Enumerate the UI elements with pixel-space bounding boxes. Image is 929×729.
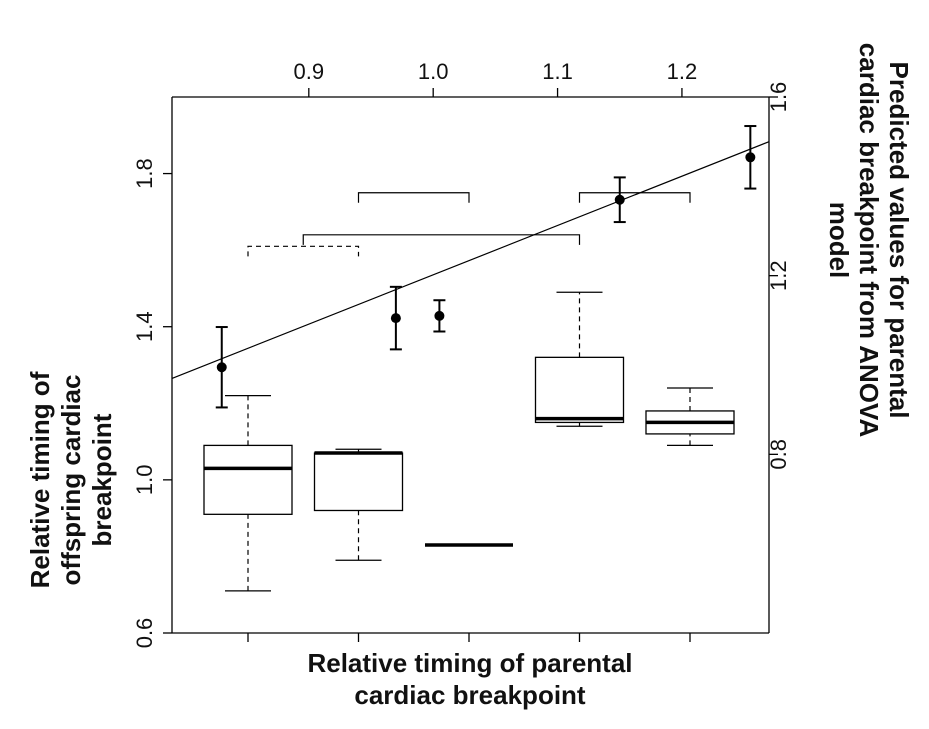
significance-bracket <box>247 245 360 257</box>
left-axis-tick-label: 1.0 <box>132 465 157 496</box>
box-body <box>313 452 404 512</box>
predicted-point-group <box>744 125 757 190</box>
boxplot-group-4 <box>534 291 625 427</box>
significance-bracket <box>578 192 691 203</box>
boxplot-group-5 <box>645 387 735 447</box>
top-axis-tick-label: 1.0 <box>418 59 449 84</box>
predicted-point <box>614 194 625 205</box>
predicted-point <box>745 152 756 163</box>
y-axis-title: Relative timing ofoffspring cardiacbreak… <box>25 371 117 588</box>
left-axis-tick-label: 1.8 <box>132 158 157 189</box>
boxplot-group-2 <box>313 448 404 561</box>
predicted-point <box>390 313 401 324</box>
box-body <box>534 356 625 424</box>
boxplot-layer <box>203 291 735 592</box>
boxplot-group-1 <box>203 394 293 592</box>
box-body <box>203 444 293 515</box>
right-axis-tick-label: 1.6 <box>766 82 791 113</box>
top-axis-tick-label: 1.1 <box>542 59 573 84</box>
regression-line <box>171 141 770 379</box>
predicted-point-group <box>389 285 402 351</box>
significance-bracket <box>357 192 470 203</box>
predicted-point <box>434 310 445 321</box>
right-axis-tick-label: 0.8 <box>766 439 791 470</box>
axes-layer: 0.6 1.0 1.4 1.8 0.9 1.0 1.1 1.2 0.8 1.2 1.6 <box>132 59 791 648</box>
significance-bracket <box>302 234 581 245</box>
left-axis-tick-label: 0.6 <box>132 618 157 649</box>
predicted-point-group <box>433 299 446 333</box>
significance-brackets-layer <box>247 192 691 257</box>
right-axis-title: Predicted values for parentalcardiac bre… <box>824 43 914 438</box>
top-axis-tick-label: 0.9 <box>294 59 325 84</box>
left-axis-tick-label: 1.4 <box>132 311 157 342</box>
top-axis-tick-label: 1.2 <box>667 59 698 84</box>
predicted-point-group <box>613 176 626 224</box>
right-axis-tick-label: 1.2 <box>766 260 791 291</box>
predicted-point <box>216 362 227 373</box>
predicted-point-group <box>215 326 228 409</box>
x-axis-title: Relative timing of parental cardiac break… <box>307 648 632 710</box>
scatter-overlay-layer <box>171 125 770 409</box>
